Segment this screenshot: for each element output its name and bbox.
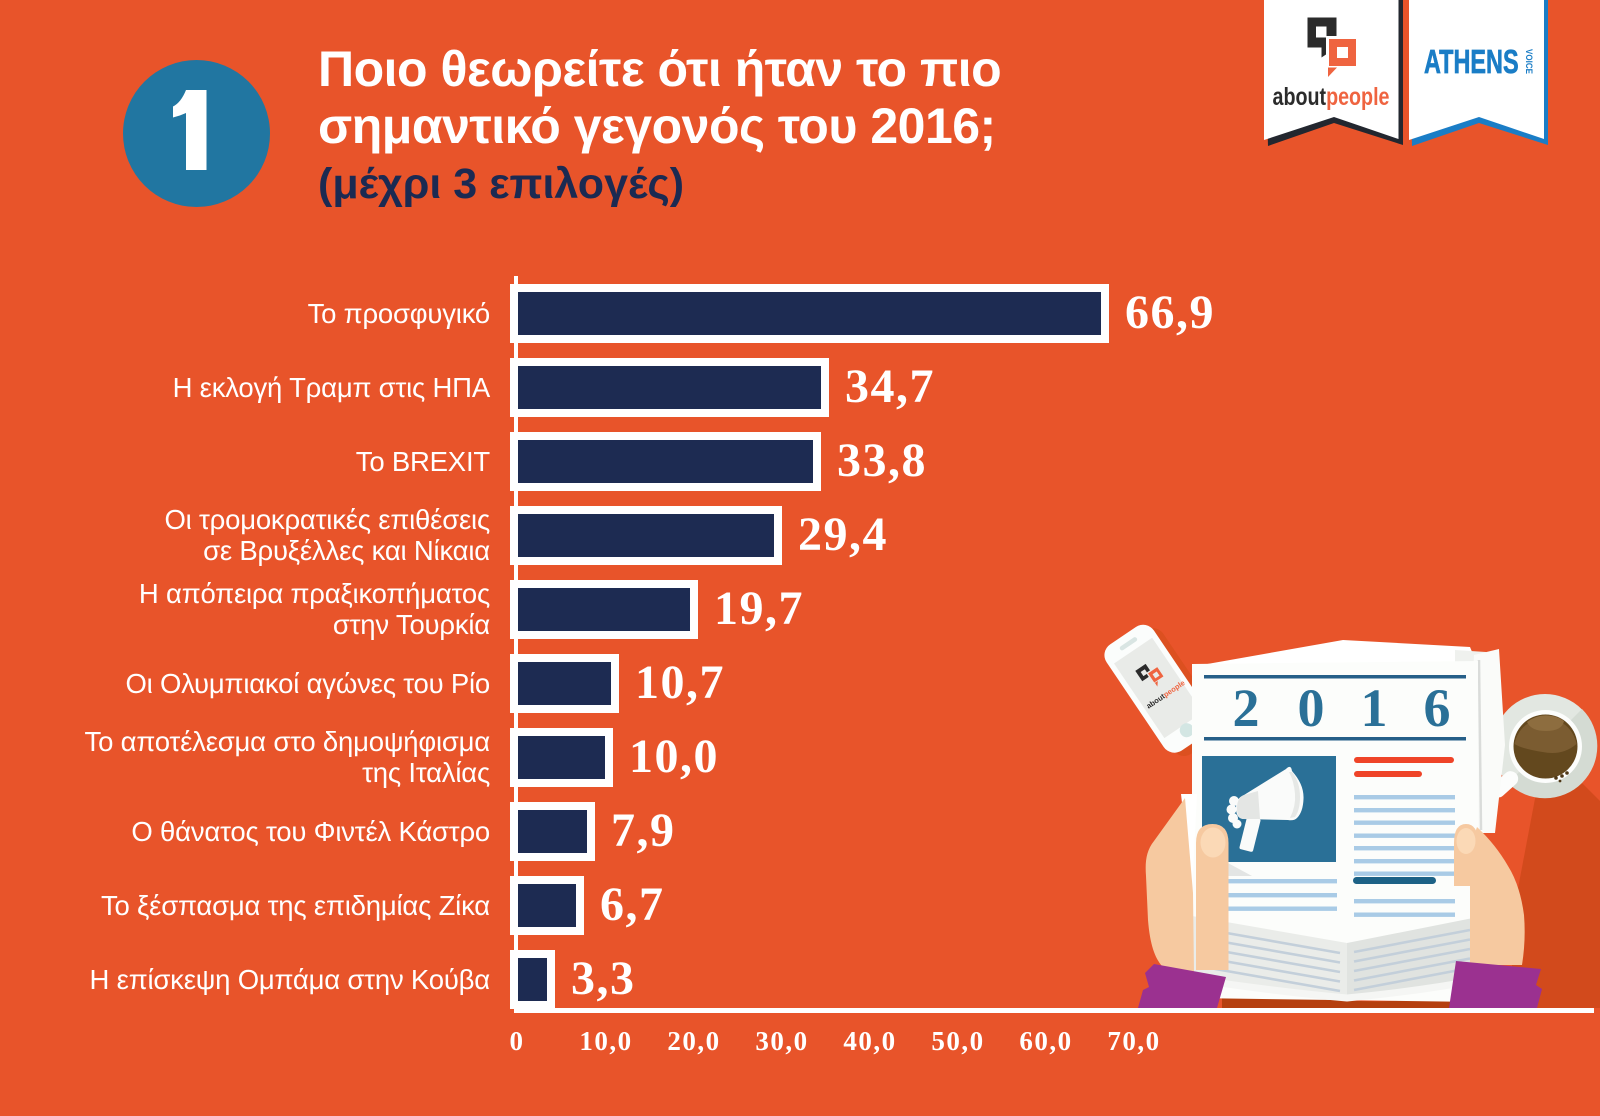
svg-text:0: 0 xyxy=(1298,678,1325,738)
svg-text:aboutpeople: aboutpeople xyxy=(1273,83,1390,111)
svg-text:ATHENS: ATHENS xyxy=(1424,44,1519,81)
svg-text:1: 1 xyxy=(1361,678,1388,738)
svg-text:2: 2 xyxy=(1233,678,1260,738)
svg-text:6: 6 xyxy=(1424,678,1451,738)
svg-text:VOICE: VOICE xyxy=(1523,49,1534,74)
